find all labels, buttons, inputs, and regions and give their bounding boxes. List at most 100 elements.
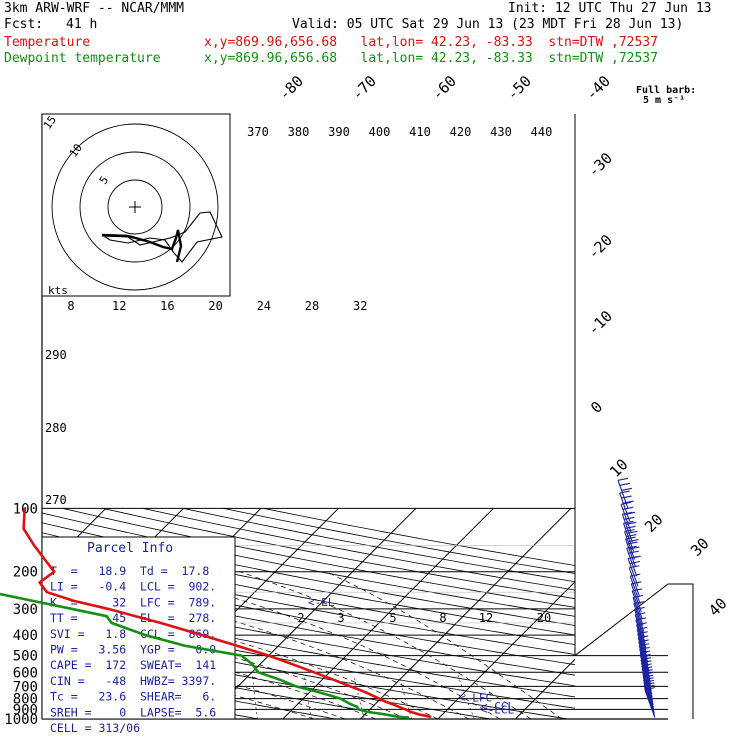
wind-barb-staff [617, 480, 629, 509]
dry-adiabat [42, 610, 575, 709]
wind-barb-staff [619, 492, 631, 522]
wind-barb-staff [624, 531, 636, 560]
level-marker: <-CCL [481, 700, 514, 713]
moist-adiabat [140, 571, 501, 719]
isotherm-label: -40 [582, 72, 614, 104]
wind-barb-staff [634, 614, 646, 644]
hodograph-frame [41, 113, 231, 297]
isotherm-label: -80 [275, 72, 307, 104]
parcel-row: TT = 45 EL = 278. [50, 611, 216, 625]
wind-barb-staff [633, 603, 645, 632]
level-marker: <-LFC [459, 691, 492, 704]
forecast-label: Fcst: [4, 17, 44, 32]
wind-barb-staff [642, 677, 654, 706]
parcel-title: Parcel Info [87, 541, 173, 556]
dewpoint-line [0, 592, 410, 719]
barb-panel-edge [574, 583, 694, 719]
hodo-speed-label: 12 [112, 299, 126, 313]
wind-barb-staff [637, 633, 649, 662]
theta-label: 410 [409, 125, 431, 139]
parcel-row: PW = 3.56 YGP = 0.0 [50, 643, 216, 657]
hodograph-unit: kts [48, 284, 68, 297]
dry-adiabat-label: 290 [45, 348, 67, 362]
wind-barb-staff [638, 645, 650, 674]
pressure-label: 900 [13, 702, 38, 718]
mixing-ratio-label: 20 [537, 611, 551, 625]
isotherm-label: 40 [705, 594, 731, 620]
mixing-ratio-label: 8 [439, 611, 446, 625]
hodo-speed-label: 28 [305, 299, 319, 313]
isotherm-label: 20 [641, 510, 667, 536]
wind-barb-staff [627, 558, 639, 587]
moist-adiabat [239, 571, 532, 719]
sounding-profiles [0, 508, 432, 719]
hodograph-trace-lower [101, 229, 183, 263]
hodograph-rings [51, 123, 219, 291]
wind-barb-flag [621, 487, 633, 491]
theta-label: 370 [247, 125, 269, 139]
wind-barb-staff [635, 619, 647, 649]
wind-barb-staff [626, 548, 638, 577]
mixing-ratio-line [252, 675, 258, 719]
mixing-ratio-line [398, 675, 413, 719]
hodo-speed-label: 16 [160, 299, 174, 313]
mixing-ratio-line [353, 675, 365, 719]
dry-adiabat-label: 270 [45, 493, 67, 507]
pressure-label: 500 [13, 649, 38, 665]
wind-barb-staff [632, 597, 644, 626]
level-markers: <-EL <-LFC<-CCL<-LCL [308, 596, 514, 717]
wind-barb-staff [638, 641, 650, 671]
wind-barb-staff [641, 668, 653, 698]
wind-barb-flag [617, 477, 629, 481]
level-marker: <-EL [308, 596, 335, 609]
theta-label: 440 [531, 125, 553, 139]
isotherm [514, 658, 575, 719]
parcel-row: Tc = 23.6 SHEAR= 6. [50, 690, 216, 704]
hodograph-ring-label: 10 [67, 141, 85, 159]
temperature-location: x,y=869.96,656.68 lat,lon= 42.23, -83.33… [204, 35, 658, 50]
isotherm-label: -20 [584, 231, 616, 263]
wind-barb-staff [641, 665, 653, 695]
theta-label: 380 [288, 125, 310, 139]
wind-barb-staff [622, 523, 635, 552]
wind-barbs [617, 477, 656, 718]
wind-barb-staff [621, 514, 633, 543]
isotherm-label: -10 [584, 307, 616, 339]
hodo-speed-label: 8 [67, 299, 74, 313]
parcel-row: CAPE = 172 SWEAT= 141 [50, 658, 216, 672]
mixing-ratio-line [303, 675, 312, 719]
wind-barb [617, 477, 633, 509]
pressure-label: 600 [13, 665, 38, 681]
dewpoint-location: x,y=869.96,656.68 lat,lon= 42.23, -83.33… [204, 51, 658, 66]
wind-barb-staff [639, 649, 651, 678]
barb-legend-unit: 5 m s⁻¹ [643, 95, 685, 106]
mixing-ratio-line [457, 675, 475, 719]
isotherm [359, 507, 572, 719]
hodo-speed-label: 32 [353, 299, 367, 313]
hodograph-ring [107, 179, 163, 235]
wind-barb-staff [625, 538, 637, 568]
wind-barb-flag [619, 490, 630, 494]
wind-barb-staff [620, 504, 632, 533]
model-title: 3km ARW-WRF -- NCAR/MMM [4, 1, 185, 16]
isotherm-label: 10 [606, 455, 632, 481]
wind-barb-flag [619, 482, 631, 486]
temperature-legend: Temperature [4, 35, 91, 50]
parcel-info-box: Parcel Info T = 18.9 Td = 17.8 LI = -0.4 L… [41, 536, 236, 735]
parcel-row: CIN = -48 HWBZ= 3397. [50, 674, 216, 688]
parcel-row: T = 18.9 Td = 17.8 [50, 564, 209, 578]
hodograph-ring-label: 15 [41, 113, 59, 131]
temperature-line [22, 508, 432, 719]
isotherm-label: -60 [428, 72, 460, 104]
isotherm [204, 507, 417, 719]
theta-label: 430 [490, 125, 512, 139]
parcel-row: LI = -0.4 LCL = 902. [50, 580, 216, 594]
hodograph-ring [79, 151, 191, 263]
wind-barb-staff [639, 652, 651, 682]
hodograph-ring [51, 123, 219, 291]
wind-barb-staff [636, 629, 648, 658]
theta-label: 420 [450, 125, 472, 139]
valid-time: Valid: 05 UTC Sat 29 Jun 13 (23 MDT Fri … [292, 17, 684, 32]
